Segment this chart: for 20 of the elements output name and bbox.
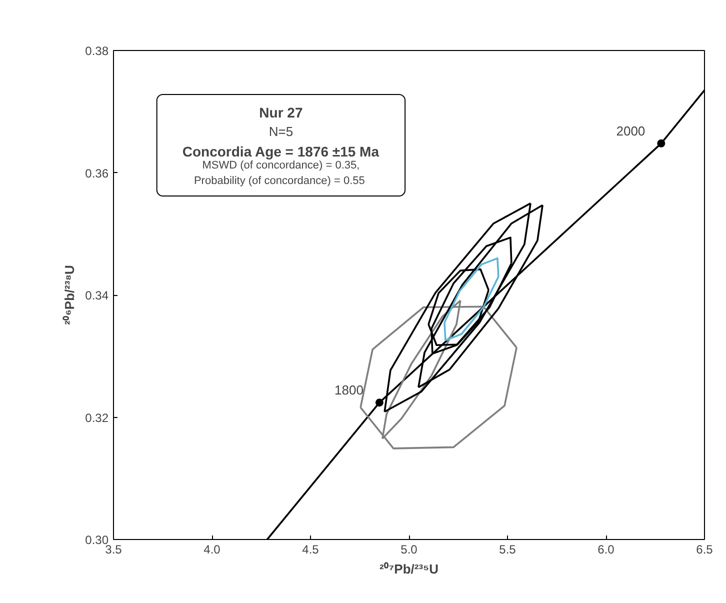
annotation: 1800 (334, 382, 364, 398)
annotation: 2000 (616, 123, 646, 138)
y-tick-label: 0.34 (85, 288, 109, 302)
x-tick-label: 6.5 (696, 542, 714, 556)
x-tick-label: 5.5 (499, 542, 516, 556)
y-tick-label: 0.38 (85, 44, 109, 58)
x-axis-title: ²⁰⁷Pb/²³⁵U (379, 562, 439, 576)
x-tick-label: 3.5 (105, 542, 122, 556)
annotation: MSWD (of concordance) = 0.35, (202, 159, 360, 172)
x-tick-label: 4.0 (204, 542, 221, 556)
annotation: Probability (of concordance) = 0.55 (194, 175, 365, 188)
x-tick-label: 6.0 (598, 542, 615, 556)
y-tick-label: 0.36 (85, 166, 109, 180)
annotation: Nur 27 (259, 104, 303, 120)
annotation: Concordia Age = 1876 ±15 Ma (182, 143, 380, 160)
x-tick-label: 5.0 (400, 542, 418, 556)
annotation: N=5 (268, 124, 294, 139)
y-tick-label: 0.32 (85, 410, 109, 425)
y-axis-title: ²⁰⁶Pb/²³⁸U (62, 265, 78, 325)
x-tick-label: 4.5 (302, 542, 320, 556)
